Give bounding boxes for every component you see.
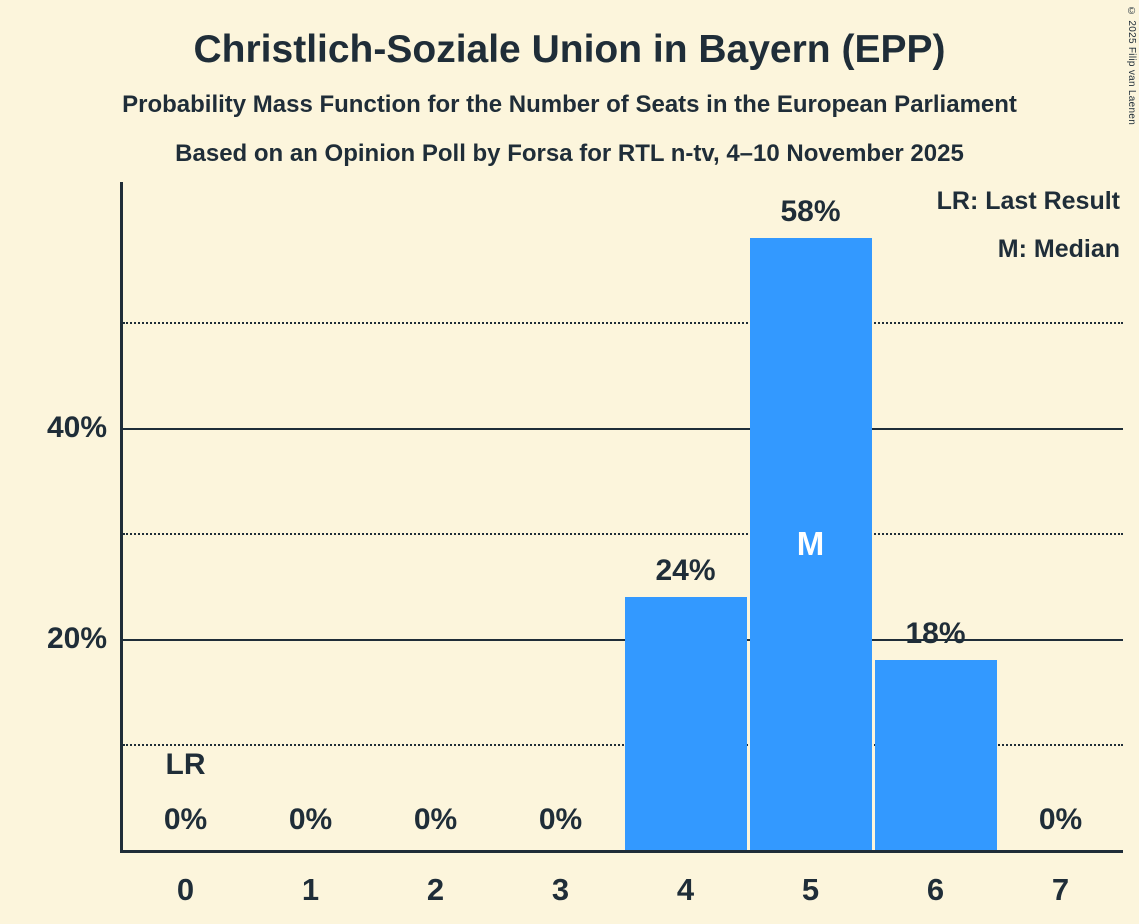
bar-value-label: 0% — [1038, 803, 1083, 836]
plot-area: 20% 40% 0% 0 0% 1 0% 2 0% 3 24% 4 58% 5 18% 6 0% 7 M LR — [47, 182, 1123, 907]
gridline-dotted — [123, 533, 1123, 536]
bar-value-label: 0% — [288, 803, 333, 836]
x-axis-label: 4 — [676, 872, 695, 907]
gridline-solid — [123, 427, 1123, 430]
gridline-dotted — [123, 744, 1123, 747]
bar-value-label: 58% — [780, 194, 841, 228]
gridline-solid — [123, 638, 1123, 641]
x-axis-label: 2 — [426, 872, 445, 907]
x-axis-label: 0 — [176, 872, 195, 907]
legend-item-median: M: Median — [997, 235, 1120, 263]
x-axis-label: 5 — [801, 872, 820, 907]
bar-value-label: 24% — [655, 553, 716, 587]
legend: LR: Last Result M: Median — [937, 186, 1120, 282]
x-axis-label: 7 — [1051, 872, 1070, 907]
bar — [874, 660, 997, 850]
bar — [749, 237, 872, 850]
bar-value-label: 0% — [163, 803, 208, 836]
median-marker: M — [796, 524, 825, 562]
gridline-dotted — [123, 322, 1123, 325]
page-title: Christlich-Soziale Union in Bayern (EPP) — [193, 28, 946, 71]
poll-subtitle: Based on an Opinion Poll by Forsa for RT… — [175, 140, 964, 167]
copyright-text: © 2025 Filip van Laenen — [1126, 6, 1137, 126]
chart-subtitle: Probability Mass Function for the Number… — [122, 91, 1017, 118]
x-axis-label: 6 — [926, 872, 945, 907]
y-axis-tick-label: 20% — [46, 621, 107, 655]
bar — [624, 596, 747, 850]
bar-value-label: 0% — [538, 803, 583, 836]
last-result-marker: LR — [165, 748, 206, 781]
legend-item-last-result: LR: Last Result — [936, 187, 1120, 215]
x-axis-label: 3 — [551, 872, 570, 907]
x-axis-label: 1 — [301, 872, 320, 907]
bar-value-label: 18% — [905, 617, 966, 651]
bar-value-label: 0% — [413, 803, 458, 836]
y-axis-tick-label: 40% — [46, 410, 107, 444]
